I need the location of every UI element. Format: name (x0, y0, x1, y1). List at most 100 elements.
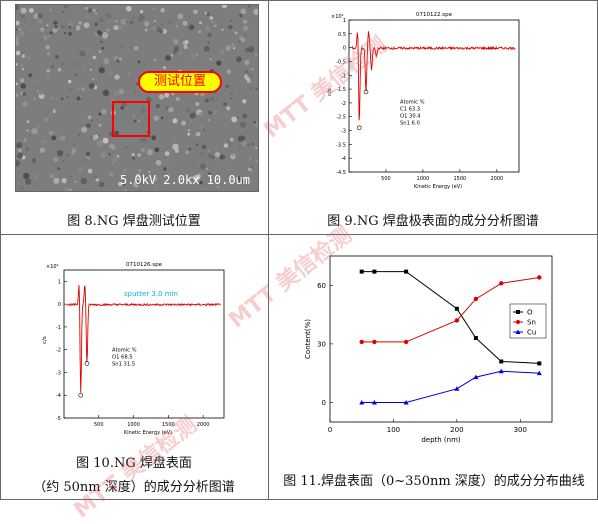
atomic-annotation: Sn1 31.5 (112, 361, 135, 367)
sem-grain (110, 155, 117, 163)
y-tick-label: -2.5 (336, 115, 346, 121)
sem-grain (188, 44, 190, 46)
sem-grain (137, 153, 141, 157)
sem-grain (190, 120, 192, 123)
sem-grain (135, 173, 141, 178)
chart-title: 0710126.spe (126, 262, 163, 268)
sem-grain (46, 69, 50, 73)
sem-grain (198, 30, 201, 34)
y-axis-label: Content(%) (304, 319, 312, 359)
y-tick-label: -3.5 (336, 142, 346, 148)
sem-grain (147, 51, 150, 53)
sem-grain (124, 190, 127, 191)
sem-grain (239, 35, 244, 41)
sem-grain (227, 113, 231, 118)
sem-grain (26, 120, 30, 123)
grid-center (268, 0, 269, 500)
sem-grain (231, 155, 234, 157)
depth-profile-chart: Content(%) depth (nm) 0 30 60 0 100 200 300 O Sn Cu (304, 255, 553, 444)
sem-grain (72, 143, 75, 146)
sem-grain (99, 24, 103, 29)
sem-grain (239, 121, 247, 128)
sem-grain (16, 111, 22, 118)
sem-grain (209, 58, 212, 61)
sem-grain (79, 50, 86, 57)
sem-grain (189, 112, 196, 119)
sem-grain (92, 78, 95, 81)
sem-grain (101, 108, 107, 115)
sem-grain (114, 130, 119, 136)
sem-grain (207, 190, 209, 191)
sem-grain (71, 151, 75, 155)
sem-grain (86, 123, 91, 129)
sem-grain (247, 72, 253, 78)
sem-grain (196, 132, 201, 137)
data-point-O (454, 306, 459, 311)
sem-grain (170, 53, 174, 57)
y-tick-label: -5 (56, 416, 61, 422)
sem-grain (16, 82, 18, 86)
sem-grain (144, 116, 147, 119)
sem-grain (70, 45, 74, 50)
sem-grain (76, 96, 81, 101)
sem-grain (202, 129, 205, 131)
sem-grain (80, 177, 87, 184)
sem-grain (39, 27, 45, 32)
y-tick-label: -2 (56, 348, 61, 354)
sem-grain (68, 31, 72, 36)
sem-grain (75, 25, 81, 31)
sem-grain (223, 143, 229, 148)
sem-grain (50, 145, 53, 148)
sem-grain (236, 56, 242, 63)
sem-grain (204, 98, 210, 103)
sem-grain (155, 104, 160, 108)
sem-grain (49, 31, 53, 35)
chart-subtitle: sputter 3.0 min (124, 290, 178, 298)
sem-grain (244, 34, 246, 37)
plot-frame (348, 19, 520, 173)
sem-grain (254, 176, 256, 179)
sem-grain (63, 186, 70, 191)
sem-grain (200, 92, 205, 97)
sem-grain (230, 92, 233, 95)
sem-grain (87, 168, 93, 174)
sem-grain (226, 69, 232, 74)
sem-grain (173, 38, 179, 45)
sem-grain (68, 188, 73, 191)
sem-grain (196, 53, 199, 56)
sem-grain (67, 21, 74, 27)
sem-grain (57, 138, 59, 140)
sem-grain (33, 13, 40, 19)
sem-grain (44, 55, 49, 60)
sem-grain (85, 14, 90, 20)
sem-grain (200, 151, 205, 156)
sem-grain (52, 94, 56, 98)
sem-grain (173, 52, 176, 55)
y-tick-label: -3 (56, 370, 61, 376)
sem-grain (251, 67, 254, 71)
atomic-annotation: Atomic % (400, 100, 425, 106)
sem-grain (62, 160, 64, 162)
sem-grain (140, 138, 144, 143)
sem-grain (105, 12, 112, 19)
sem-grain (244, 70, 249, 74)
sem-grain (20, 83, 26, 89)
sem-grain (215, 134, 220, 138)
sem-grain (161, 24, 163, 26)
y-axis-label: c/s (327, 88, 333, 96)
y-tick-label: 1 (58, 279, 61, 285)
sem-grain (228, 44, 231, 47)
sem-grain (175, 24, 179, 28)
sem-grain (205, 167, 209, 170)
sem-grain (37, 13, 43, 19)
sem-grain (204, 25, 211, 32)
sem-grain (81, 87, 86, 92)
sem-grain (28, 8, 34, 13)
sem-grain (108, 172, 114, 177)
sem-grain (98, 50, 102, 53)
sem-grain (178, 161, 180, 163)
sem-grain (25, 147, 30, 152)
sem-grain (101, 46, 105, 50)
sem-grain (108, 71, 114, 76)
sem-grain (108, 20, 111, 23)
